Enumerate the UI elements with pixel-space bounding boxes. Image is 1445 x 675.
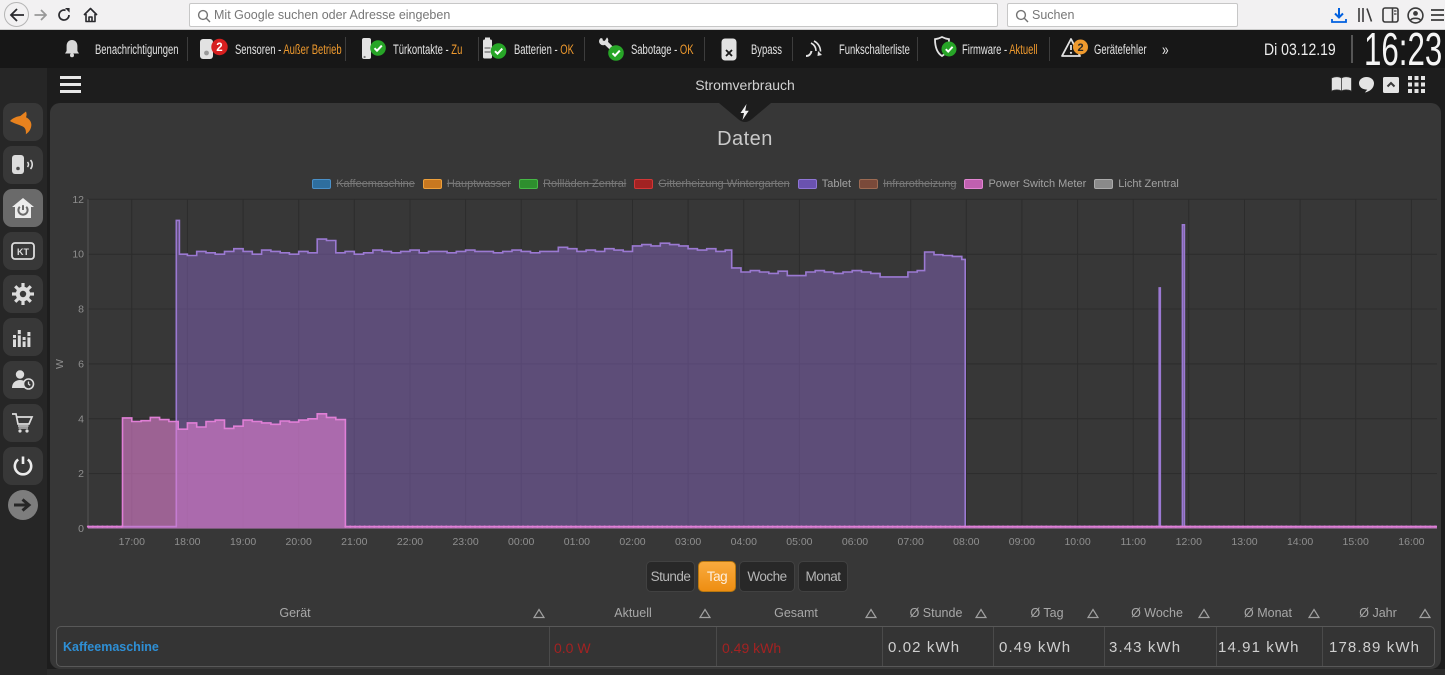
svg-text:KT: KT bbox=[17, 247, 29, 257]
svg-text:2: 2 bbox=[1077, 42, 1083, 54]
svg-text:2: 2 bbox=[216, 42, 222, 54]
